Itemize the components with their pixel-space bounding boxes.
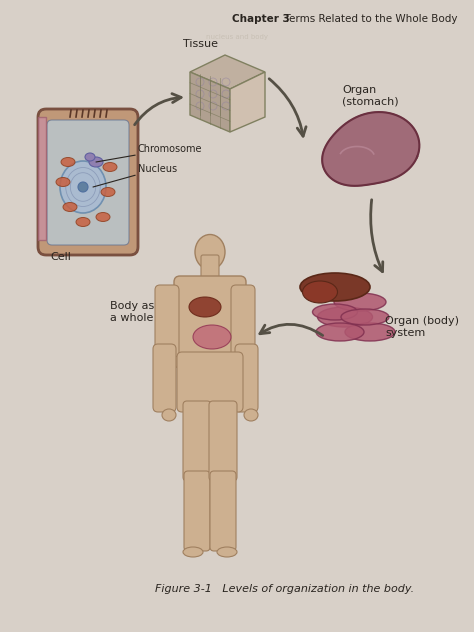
Ellipse shape xyxy=(78,182,88,192)
Text: Terms Related to the Whole Body: Terms Related to the Whole Body xyxy=(278,14,457,24)
Ellipse shape xyxy=(183,547,203,557)
Text: Cell: Cell xyxy=(50,252,71,262)
Ellipse shape xyxy=(318,307,373,327)
FancyBboxPatch shape xyxy=(210,471,236,551)
Ellipse shape xyxy=(312,304,357,320)
Text: Organ (body)
system: Organ (body) system xyxy=(385,316,459,337)
Ellipse shape xyxy=(300,273,370,301)
Text: Nucleus: Nucleus xyxy=(93,164,177,187)
Ellipse shape xyxy=(244,409,258,421)
Polygon shape xyxy=(190,55,265,89)
FancyBboxPatch shape xyxy=(177,352,243,412)
FancyBboxPatch shape xyxy=(47,120,129,245)
Text: nucleus and body: nucleus and body xyxy=(206,34,268,40)
Polygon shape xyxy=(322,112,419,186)
Ellipse shape xyxy=(103,162,117,171)
Text: Figure 3-1   Levels of organization in the body.: Figure 3-1 Levels of organization in the… xyxy=(155,584,414,594)
Ellipse shape xyxy=(89,157,103,167)
Ellipse shape xyxy=(96,212,110,221)
Polygon shape xyxy=(230,72,265,132)
Text: Organ
(stomach): Organ (stomach) xyxy=(342,85,399,107)
Text: Body as
a whole: Body as a whole xyxy=(110,301,154,323)
Ellipse shape xyxy=(63,202,77,212)
Ellipse shape xyxy=(217,547,237,557)
Polygon shape xyxy=(38,117,46,240)
Ellipse shape xyxy=(316,323,364,341)
FancyBboxPatch shape xyxy=(38,109,138,255)
Ellipse shape xyxy=(85,153,95,161)
Ellipse shape xyxy=(334,293,386,311)
Ellipse shape xyxy=(162,409,176,421)
Ellipse shape xyxy=(345,323,395,341)
Ellipse shape xyxy=(56,178,70,186)
FancyBboxPatch shape xyxy=(201,255,219,284)
Ellipse shape xyxy=(101,188,115,197)
FancyBboxPatch shape xyxy=(231,285,255,357)
Text: Tissue: Tissue xyxy=(183,39,218,49)
Text: Chromosome: Chromosome xyxy=(96,144,202,162)
FancyBboxPatch shape xyxy=(209,401,237,481)
FancyBboxPatch shape xyxy=(235,344,258,412)
Ellipse shape xyxy=(61,157,75,166)
Polygon shape xyxy=(190,72,230,132)
FancyBboxPatch shape xyxy=(153,344,176,412)
FancyBboxPatch shape xyxy=(183,401,211,481)
Ellipse shape xyxy=(302,281,337,303)
FancyBboxPatch shape xyxy=(184,471,210,551)
FancyBboxPatch shape xyxy=(155,285,179,357)
Ellipse shape xyxy=(341,309,389,325)
Text: Chapter 3: Chapter 3 xyxy=(232,14,290,24)
Ellipse shape xyxy=(189,297,221,317)
Ellipse shape xyxy=(195,234,225,269)
FancyBboxPatch shape xyxy=(174,276,246,368)
Ellipse shape xyxy=(193,325,231,349)
Ellipse shape xyxy=(76,217,90,226)
Ellipse shape xyxy=(60,161,106,213)
